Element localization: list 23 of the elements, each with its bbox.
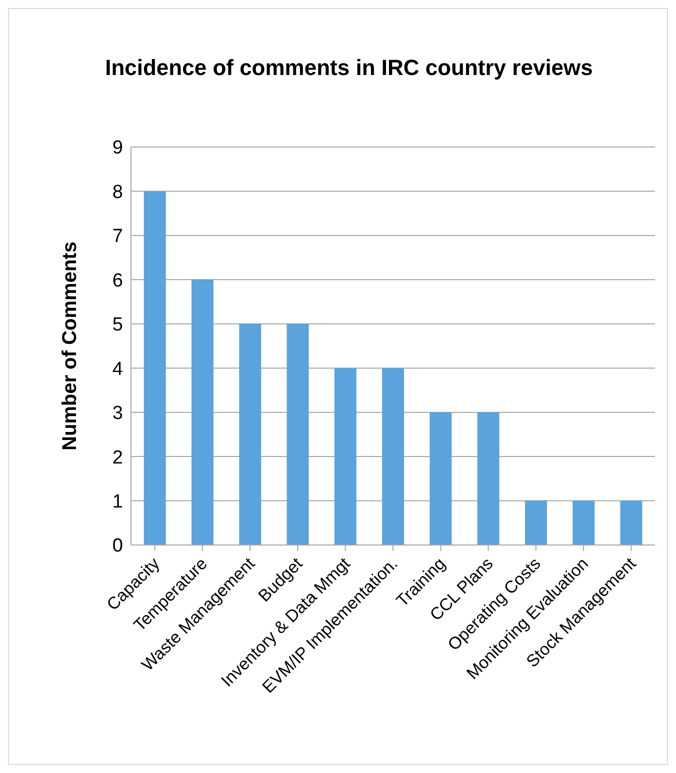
y-tick-label: 7 (112, 226, 123, 248)
y-axis-title: Number of Comments (59, 242, 82, 450)
bar (524, 500, 547, 545)
bar (430, 412, 452, 545)
y-tick-label: 6 (112, 270, 123, 292)
chart-title: Incidence of comments in IRC country reviews (104, 54, 594, 82)
bar (620, 500, 642, 545)
bar (144, 191, 166, 545)
bar (192, 280, 214, 545)
y-tick-label: 2 (112, 447, 123, 468)
bar (286, 324, 309, 545)
bar (239, 324, 262, 545)
y-tick-label: 1 (112, 492, 123, 513)
bar (572, 500, 595, 545)
bar (382, 368, 404, 545)
bar (477, 412, 500, 545)
bar (334, 368, 356, 545)
y-tick-label: 5 (112, 314, 123, 336)
y-tick-label: 8 (112, 182, 123, 203)
y-tick-label: 3 (112, 403, 123, 424)
y-tick-label: 9 (112, 138, 123, 159)
y-tick-label: 4 (112, 358, 124, 380)
y-tick-label: 0 (112, 536, 123, 557)
